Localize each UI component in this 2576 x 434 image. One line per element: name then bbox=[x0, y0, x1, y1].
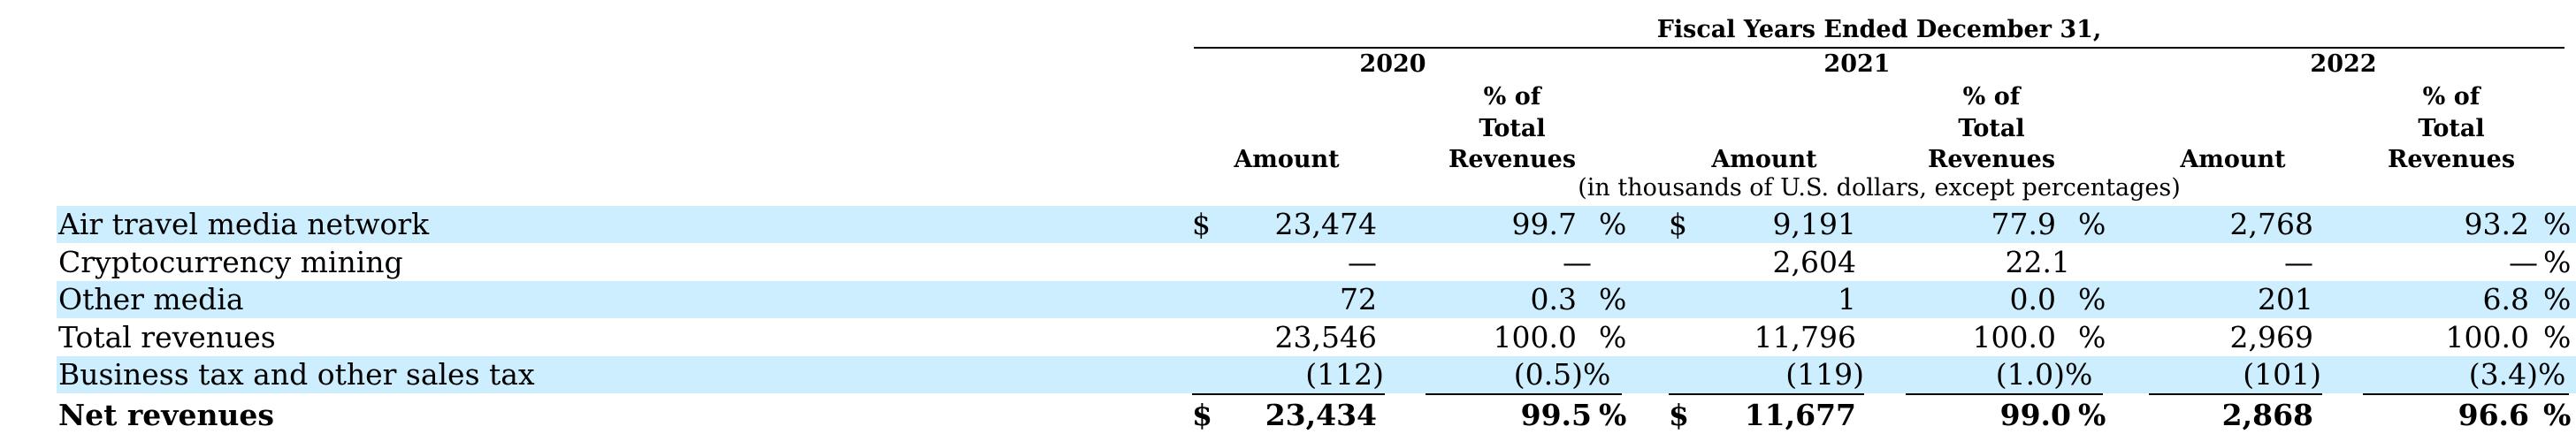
row4-amount-2022: 2,969 bbox=[2229, 320, 2313, 354]
period-underline bbox=[1194, 47, 2565, 49]
row3-pct-2020: 0.3 bbox=[1530, 282, 1577, 316]
amount-header-2022: Amount bbox=[2180, 146, 2286, 173]
row-label-business-tax: Business tax and other sales tax bbox=[58, 357, 535, 392]
row6-pct-2022: 96.6 bbox=[2458, 398, 2529, 432]
row5-pct-2021: (1.0) bbox=[1995, 357, 2065, 392]
row-shade-5 bbox=[57, 356, 2576, 393]
row2-pct-2020: — bbox=[1563, 245, 1592, 279]
row2-pct-2022: — bbox=[2509, 245, 2538, 279]
pct-header-2021-line2: Total bbox=[1958, 115, 2025, 142]
year-2021: 2021 bbox=[1823, 50, 1891, 78]
row6-currency-2021: $ bbox=[1669, 398, 1689, 432]
row-label-net-revenues: Net revenues bbox=[58, 398, 275, 432]
pct-header-2022-line1: % of bbox=[2422, 83, 2480, 110]
row1-currency-2020: $ bbox=[1192, 207, 1211, 241]
pct-header-2020-line2: Total bbox=[1479, 115, 1546, 142]
row4-pctsign-2021: % bbox=[2078, 320, 2106, 354]
pct-header-2021-line1: % of bbox=[1962, 83, 2021, 110]
row6-amount-2022: 2,868 bbox=[2221, 398, 2313, 432]
row3-pctsign-2020: % bbox=[1599, 282, 1627, 316]
subtotal-rule-2022-amount bbox=[2149, 393, 2322, 395]
subtotal-rule-2020-amount bbox=[1192, 393, 1385, 395]
row3-pct-2022: 6.8 bbox=[2482, 282, 2529, 316]
row5-pctsign-2021: % bbox=[2065, 357, 2093, 392]
row6-pct-2021: 99.0 bbox=[1999, 398, 2071, 432]
row5-amount-2021: (119) bbox=[1785, 357, 1864, 392]
row1-pctsign-2021: % bbox=[2078, 207, 2106, 241]
row4-pctsign-2022: % bbox=[2543, 320, 2572, 354]
row2-amount-2022: — bbox=[2284, 245, 2313, 279]
subtotal-rule-2021-pct bbox=[1906, 393, 2103, 395]
row5-pctsign-2022: % bbox=[2538, 357, 2566, 392]
row6-pctsign-2021: % bbox=[2078, 398, 2106, 432]
year-2022: 2022 bbox=[2310, 50, 2377, 78]
row6-amount-2020: 23,434 bbox=[1265, 398, 1377, 432]
pct-header-2022-line2: Total bbox=[2418, 115, 2485, 142]
row6-pctsign-2022: % bbox=[2543, 398, 2572, 432]
row4-amount-2021: 11,796 bbox=[1754, 320, 1856, 354]
row2-pctsign-2022: % bbox=[2543, 245, 2572, 279]
row5-amount-2020: (112) bbox=[1305, 357, 1384, 392]
row2-pct-2021: 22.1 bbox=[2005, 245, 2070, 279]
row5-pct-2022: (3.4) bbox=[2468, 357, 2538, 392]
row6-currency-2020: $ bbox=[1192, 398, 1212, 432]
row5-amount-2022: (101) bbox=[2243, 357, 2321, 392]
row-label-air-travel: Air travel media network bbox=[58, 207, 430, 241]
subtotal-rule-2020-pct bbox=[1426, 393, 1622, 395]
row-shade-1 bbox=[57, 206, 2576, 243]
row3-pct-2021: 0.0 bbox=[2009, 282, 2056, 316]
row-label-other-media: Other media bbox=[58, 282, 244, 316]
row1-pctsign-2022: % bbox=[2543, 207, 2572, 241]
period-title: Fiscal Years Ended December 31, bbox=[1656, 16, 2102, 43]
row3-amount-2020: 72 bbox=[1340, 282, 1377, 316]
amount-header-2021: Amount bbox=[1711, 146, 1817, 173]
row4-pct-2022: 100.0 bbox=[2445, 320, 2529, 354]
row-shade-3 bbox=[57, 281, 2576, 318]
subtotal-rule-2021-amount bbox=[1669, 393, 1864, 395]
row3-amount-2021: 1 bbox=[1838, 282, 1856, 316]
row6-pct-2020: 99.5 bbox=[1520, 398, 1592, 432]
pct-header-2022-line3: Revenues bbox=[2387, 146, 2516, 173]
pct-header-2021-line3: Revenues bbox=[1927, 146, 2056, 173]
row4-pct-2020: 100.0 bbox=[1493, 320, 1577, 354]
row2-amount-2020: — bbox=[1348, 245, 1377, 279]
row1-currency-2021: $ bbox=[1669, 207, 1687, 241]
row1-amount-2021: 9,191 bbox=[1772, 207, 1856, 241]
row1-pctsign-2020: % bbox=[1599, 207, 1627, 241]
row1-pct-2020: 99.7 bbox=[1511, 207, 1577, 241]
amount-header-2020: Amount bbox=[1234, 146, 1340, 173]
row5-pct-2020: (0.5) bbox=[1513, 357, 1583, 392]
row4-pctsign-2020: % bbox=[1599, 320, 1627, 354]
row1-amount-2022: 2,768 bbox=[2229, 207, 2313, 241]
row3-amount-2022: 201 bbox=[2258, 282, 2313, 316]
row4-amount-2020: 23,546 bbox=[1274, 320, 1377, 354]
year-2020: 2020 bbox=[1359, 50, 1426, 78]
row4-pct-2021: 100.0 bbox=[1972, 320, 2056, 354]
row5-pctsign-2020: % bbox=[1583, 357, 1611, 392]
row-label-total-revenues: Total revenues bbox=[58, 320, 276, 354]
row3-pctsign-2022: % bbox=[2543, 282, 2572, 316]
row3-pctsign-2021: % bbox=[2078, 282, 2106, 316]
pct-header-2020-line1: % of bbox=[1483, 83, 1541, 110]
subtotal-rule-2022-pct bbox=[2363, 393, 2569, 395]
row-label-crypto: Cryptocurrency mining bbox=[58, 245, 403, 279]
units-note: (in thousands of U.S. dollars, except pe… bbox=[1578, 174, 2181, 202]
row1-pct-2021: 77.9 bbox=[1991, 207, 2056, 241]
row2-amount-2021: 2,604 bbox=[1772, 245, 1856, 279]
pct-header-2020-line3: Revenues bbox=[1448, 146, 1577, 173]
row6-amount-2021: 11,677 bbox=[1744, 398, 1856, 432]
row1-pct-2022: 93.2 bbox=[2464, 207, 2529, 241]
row1-amount-2020: 23,474 bbox=[1274, 207, 1377, 241]
row6-pctsign-2020: % bbox=[1599, 398, 1627, 432]
